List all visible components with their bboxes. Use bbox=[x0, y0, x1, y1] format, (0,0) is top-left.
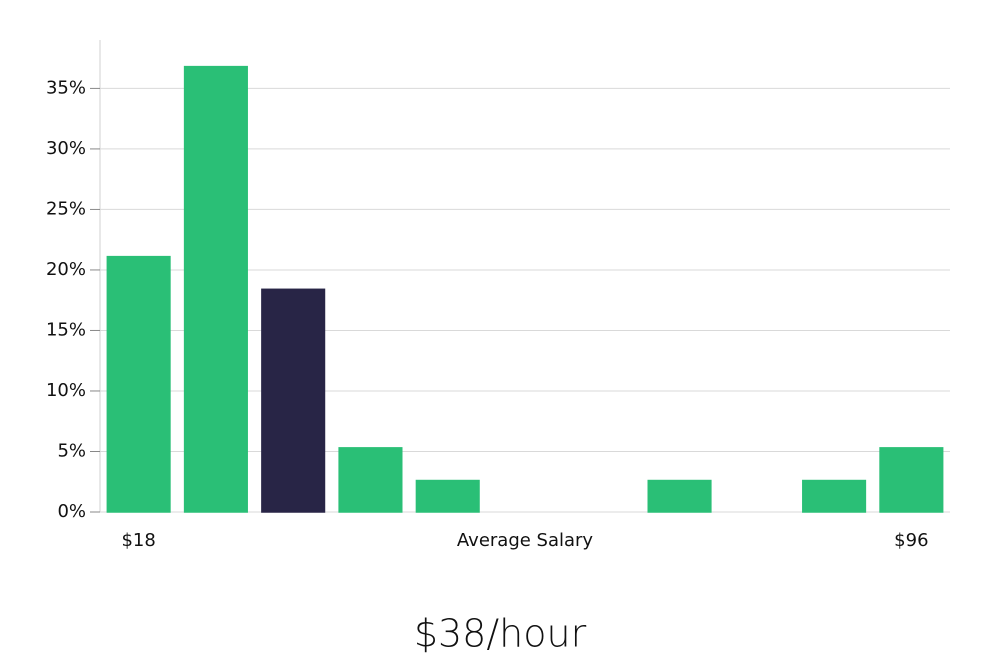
bar bbox=[415, 479, 480, 513]
bar bbox=[338, 447, 403, 513]
bar bbox=[802, 479, 867, 513]
x-axis-label: Average Salary bbox=[457, 530, 594, 551]
x-tick-label: $18 bbox=[121, 530, 155, 551]
x-tick-label: $96 bbox=[894, 530, 928, 551]
y-tick-label: 30% bbox=[46, 138, 86, 159]
bar bbox=[261, 288, 326, 513]
y-tick-label: 5% bbox=[57, 440, 86, 461]
y-tick-label: 15% bbox=[46, 319, 86, 340]
annotation: $38/hour bbox=[414, 612, 587, 656]
y-tick-label: 20% bbox=[46, 259, 86, 280]
y-tick-label: 0% bbox=[57, 501, 86, 522]
y-tick-label: 10% bbox=[46, 380, 86, 401]
bar bbox=[879, 447, 944, 513]
bar bbox=[183, 65, 248, 513]
bar bbox=[647, 479, 712, 513]
y-tick-label: 35% bbox=[46, 77, 86, 98]
y-tick-label: 25% bbox=[46, 198, 86, 219]
bar bbox=[106, 255, 171, 513]
